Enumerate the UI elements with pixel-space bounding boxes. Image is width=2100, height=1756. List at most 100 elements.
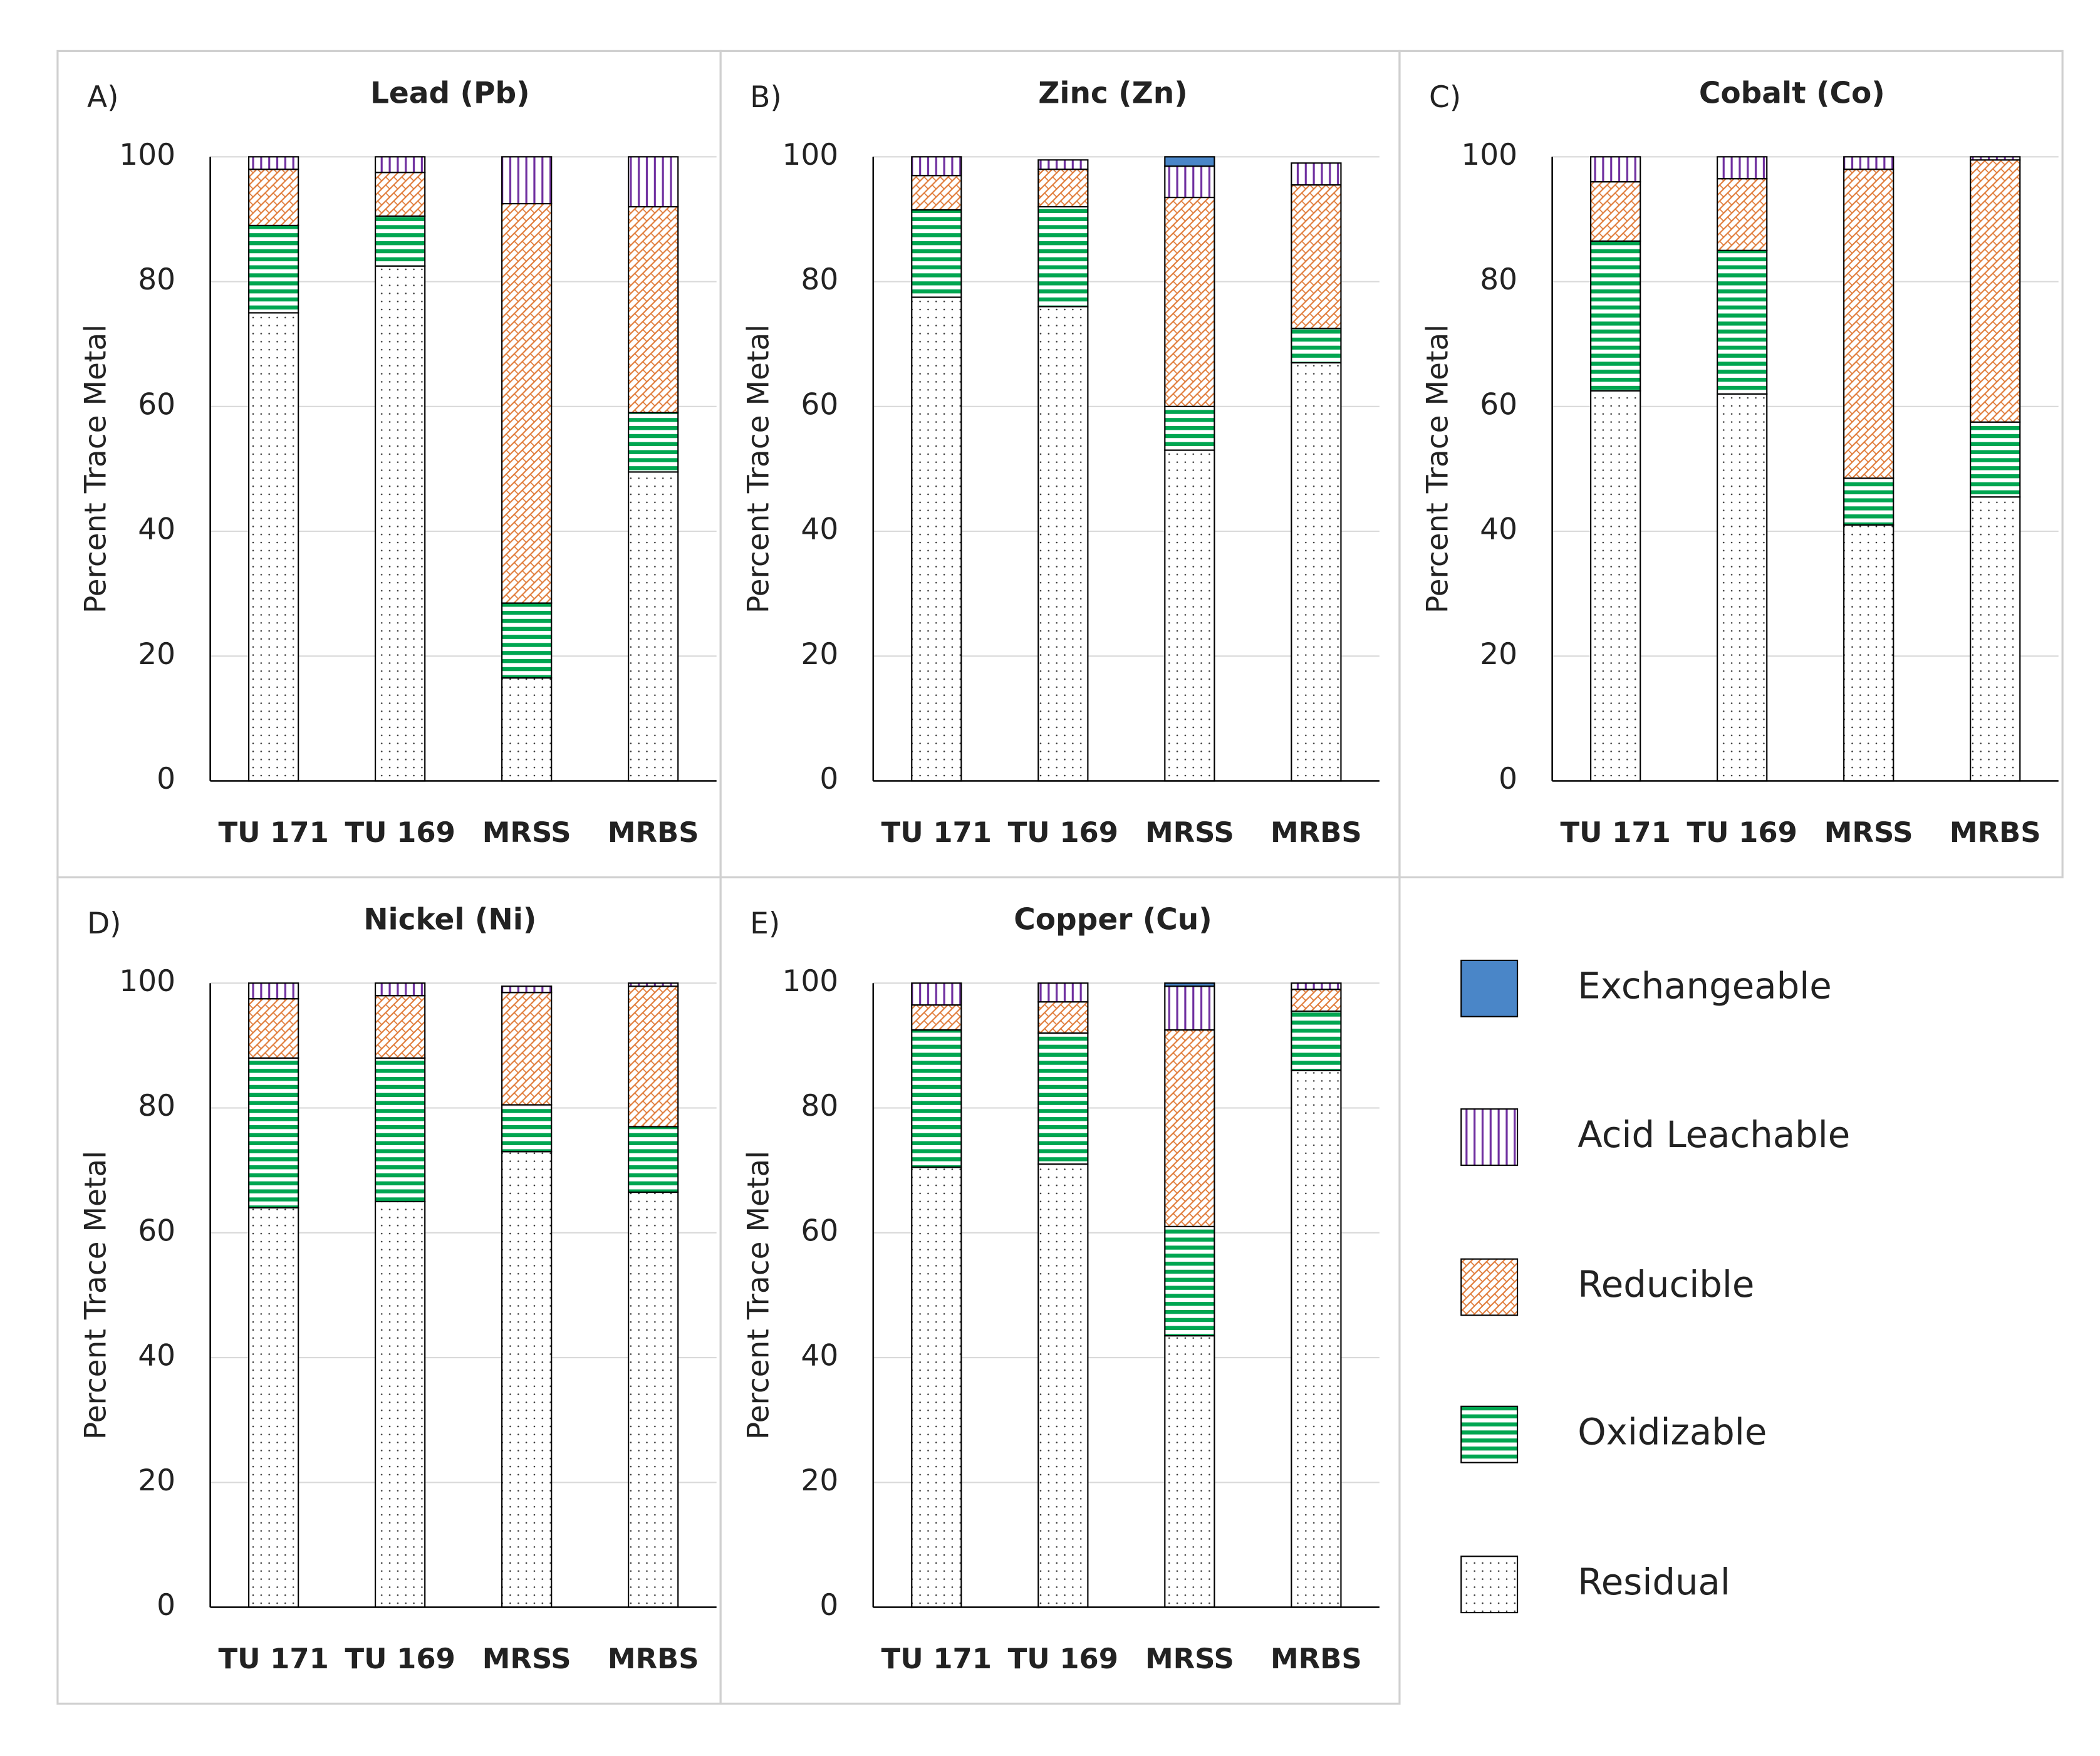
bar-segment — [1291, 1069, 1342, 1608]
bar-segment — [1164, 156, 1215, 167]
bar-segment — [911, 156, 962, 177]
bar-segment — [1164, 1335, 1215, 1608]
bar-segment — [1590, 390, 1641, 782]
x-tick-label: TU 171 — [881, 816, 992, 849]
bar-segment — [1717, 393, 1768, 782]
bar-segment — [1291, 328, 1342, 364]
y-tick-label: 0 — [819, 762, 838, 796]
y-tick-label: 40 — [801, 512, 838, 547]
x-tick-label: MRBS — [1271, 1642, 1362, 1675]
y-tick-label: 40 — [138, 1339, 175, 1373]
y-tick-label: 100 — [119, 964, 175, 999]
bar-segment — [1037, 306, 1089, 782]
x-tick-label: MRBS — [608, 1642, 699, 1675]
bar-segment — [628, 1126, 679, 1193]
x-tick-label: TU 169 — [1008, 816, 1118, 849]
legend-label: Residual — [1578, 1561, 1730, 1603]
bar-segment — [1843, 156, 1895, 170]
chart-title: Zinc (Zn) — [1038, 76, 1187, 110]
x-tick-label: MRSS — [1145, 816, 1234, 849]
bar-segment — [248, 1207, 299, 1608]
chart-title: Nickel (Ni) — [363, 902, 536, 937]
bar-segment — [375, 215, 426, 267]
bar-segment — [628, 985, 679, 1128]
x-tick-label: TU 169 — [1687, 816, 1797, 849]
bar-segment — [628, 1191, 679, 1608]
bar-segment — [911, 1166, 962, 1608]
bar-segment — [1291, 989, 1342, 1012]
x-tick-label: MRBS — [1950, 816, 2041, 849]
bar-segment — [1164, 985, 1215, 1031]
bar-segment — [1291, 162, 1342, 186]
bar-segment — [1291, 1010, 1342, 1071]
y-tick-label: 20 — [801, 1463, 838, 1498]
x-tick-label: MRBS — [1271, 816, 1362, 849]
panel-label: B) — [750, 80, 782, 115]
y-tick-label: 60 — [138, 387, 175, 422]
y-tick-label: 0 — [157, 1588, 175, 1623]
bar-segment — [1717, 249, 1768, 395]
bar-segment — [1037, 169, 1089, 208]
legend-swatch — [1460, 1556, 1519, 1614]
bar-segment — [1970, 159, 2021, 423]
y-tick-label: 0 — [1499, 762, 1517, 796]
bar-segment — [911, 1004, 962, 1031]
bar-segment — [1037, 205, 1089, 308]
bar-segment — [1037, 1032, 1089, 1165]
legend-swatch — [1460, 959, 1519, 1017]
bar-segment — [1164, 982, 1215, 987]
y-tick-label: 80 — [801, 262, 838, 297]
panel-label: E) — [750, 907, 780, 941]
x-tick-label: TU 169 — [345, 1642, 455, 1675]
bar-segment — [1717, 178, 1768, 251]
bar-segment — [375, 995, 426, 1059]
y-tick-label: 60 — [801, 1213, 838, 1248]
bar-segment — [628, 471, 679, 782]
chart-title: Lead (Pb) — [370, 76, 530, 110]
bar-segment — [628, 982, 679, 987]
bar-segment — [628, 156, 679, 208]
bar-segment — [1970, 421, 2021, 498]
bar-segment — [248, 998, 299, 1059]
panel-border — [1398, 49, 2064, 879]
bar-segment — [911, 175, 962, 211]
panel-label: D) — [87, 907, 122, 941]
bar-segment — [1164, 165, 1215, 199]
legend-swatch — [1460, 1108, 1519, 1166]
y-tick-label: 20 — [1480, 637, 1517, 672]
legend-label: Exchangeable — [1578, 964, 1831, 1007]
bar-segment — [248, 156, 299, 170]
y-tick-label: 100 — [119, 138, 175, 172]
y-axis-label: Percent Trace Metal — [742, 1151, 776, 1440]
y-tick-label: 20 — [801, 637, 838, 672]
bar-segment — [911, 209, 962, 298]
bar-segment — [1037, 982, 1089, 1003]
panel-label: C) — [1429, 80, 1461, 115]
y-tick-label: 80 — [138, 1089, 175, 1123]
chart-title: Cobalt (Co) — [1699, 76, 1885, 110]
bar-segment — [1590, 181, 1641, 242]
bar-segment — [1717, 156, 1768, 180]
bar-segment — [911, 1029, 962, 1168]
bar-segment — [501, 156, 553, 205]
y-axis-label: Percent Trace Metal — [1421, 325, 1455, 613]
y-axis-label: Percent Trace Metal — [79, 1151, 113, 1440]
bar-segment — [375, 982, 426, 997]
legend-label: Acid Leachable — [1578, 1113, 1850, 1156]
y-tick-label: 0 — [157, 762, 175, 796]
y-tick-label: 100 — [782, 964, 838, 999]
bar-segment — [911, 982, 962, 1006]
x-tick-label: TU 171 — [218, 1642, 328, 1675]
y-tick-label: 80 — [138, 262, 175, 297]
x-tick-label: MRSS — [482, 1642, 571, 1675]
bar-segment — [1164, 449, 1215, 782]
bar-segment — [628, 205, 679, 413]
bar-segment — [1970, 496, 2021, 782]
y-tick-label: 80 — [1480, 262, 1517, 297]
bar-segment — [375, 156, 426, 174]
y-tick-label: 100 — [1461, 138, 1517, 172]
bar-segment — [501, 202, 553, 604]
bar-segment — [375, 1200, 426, 1608]
x-tick-label: TU 169 — [1008, 1642, 1118, 1675]
